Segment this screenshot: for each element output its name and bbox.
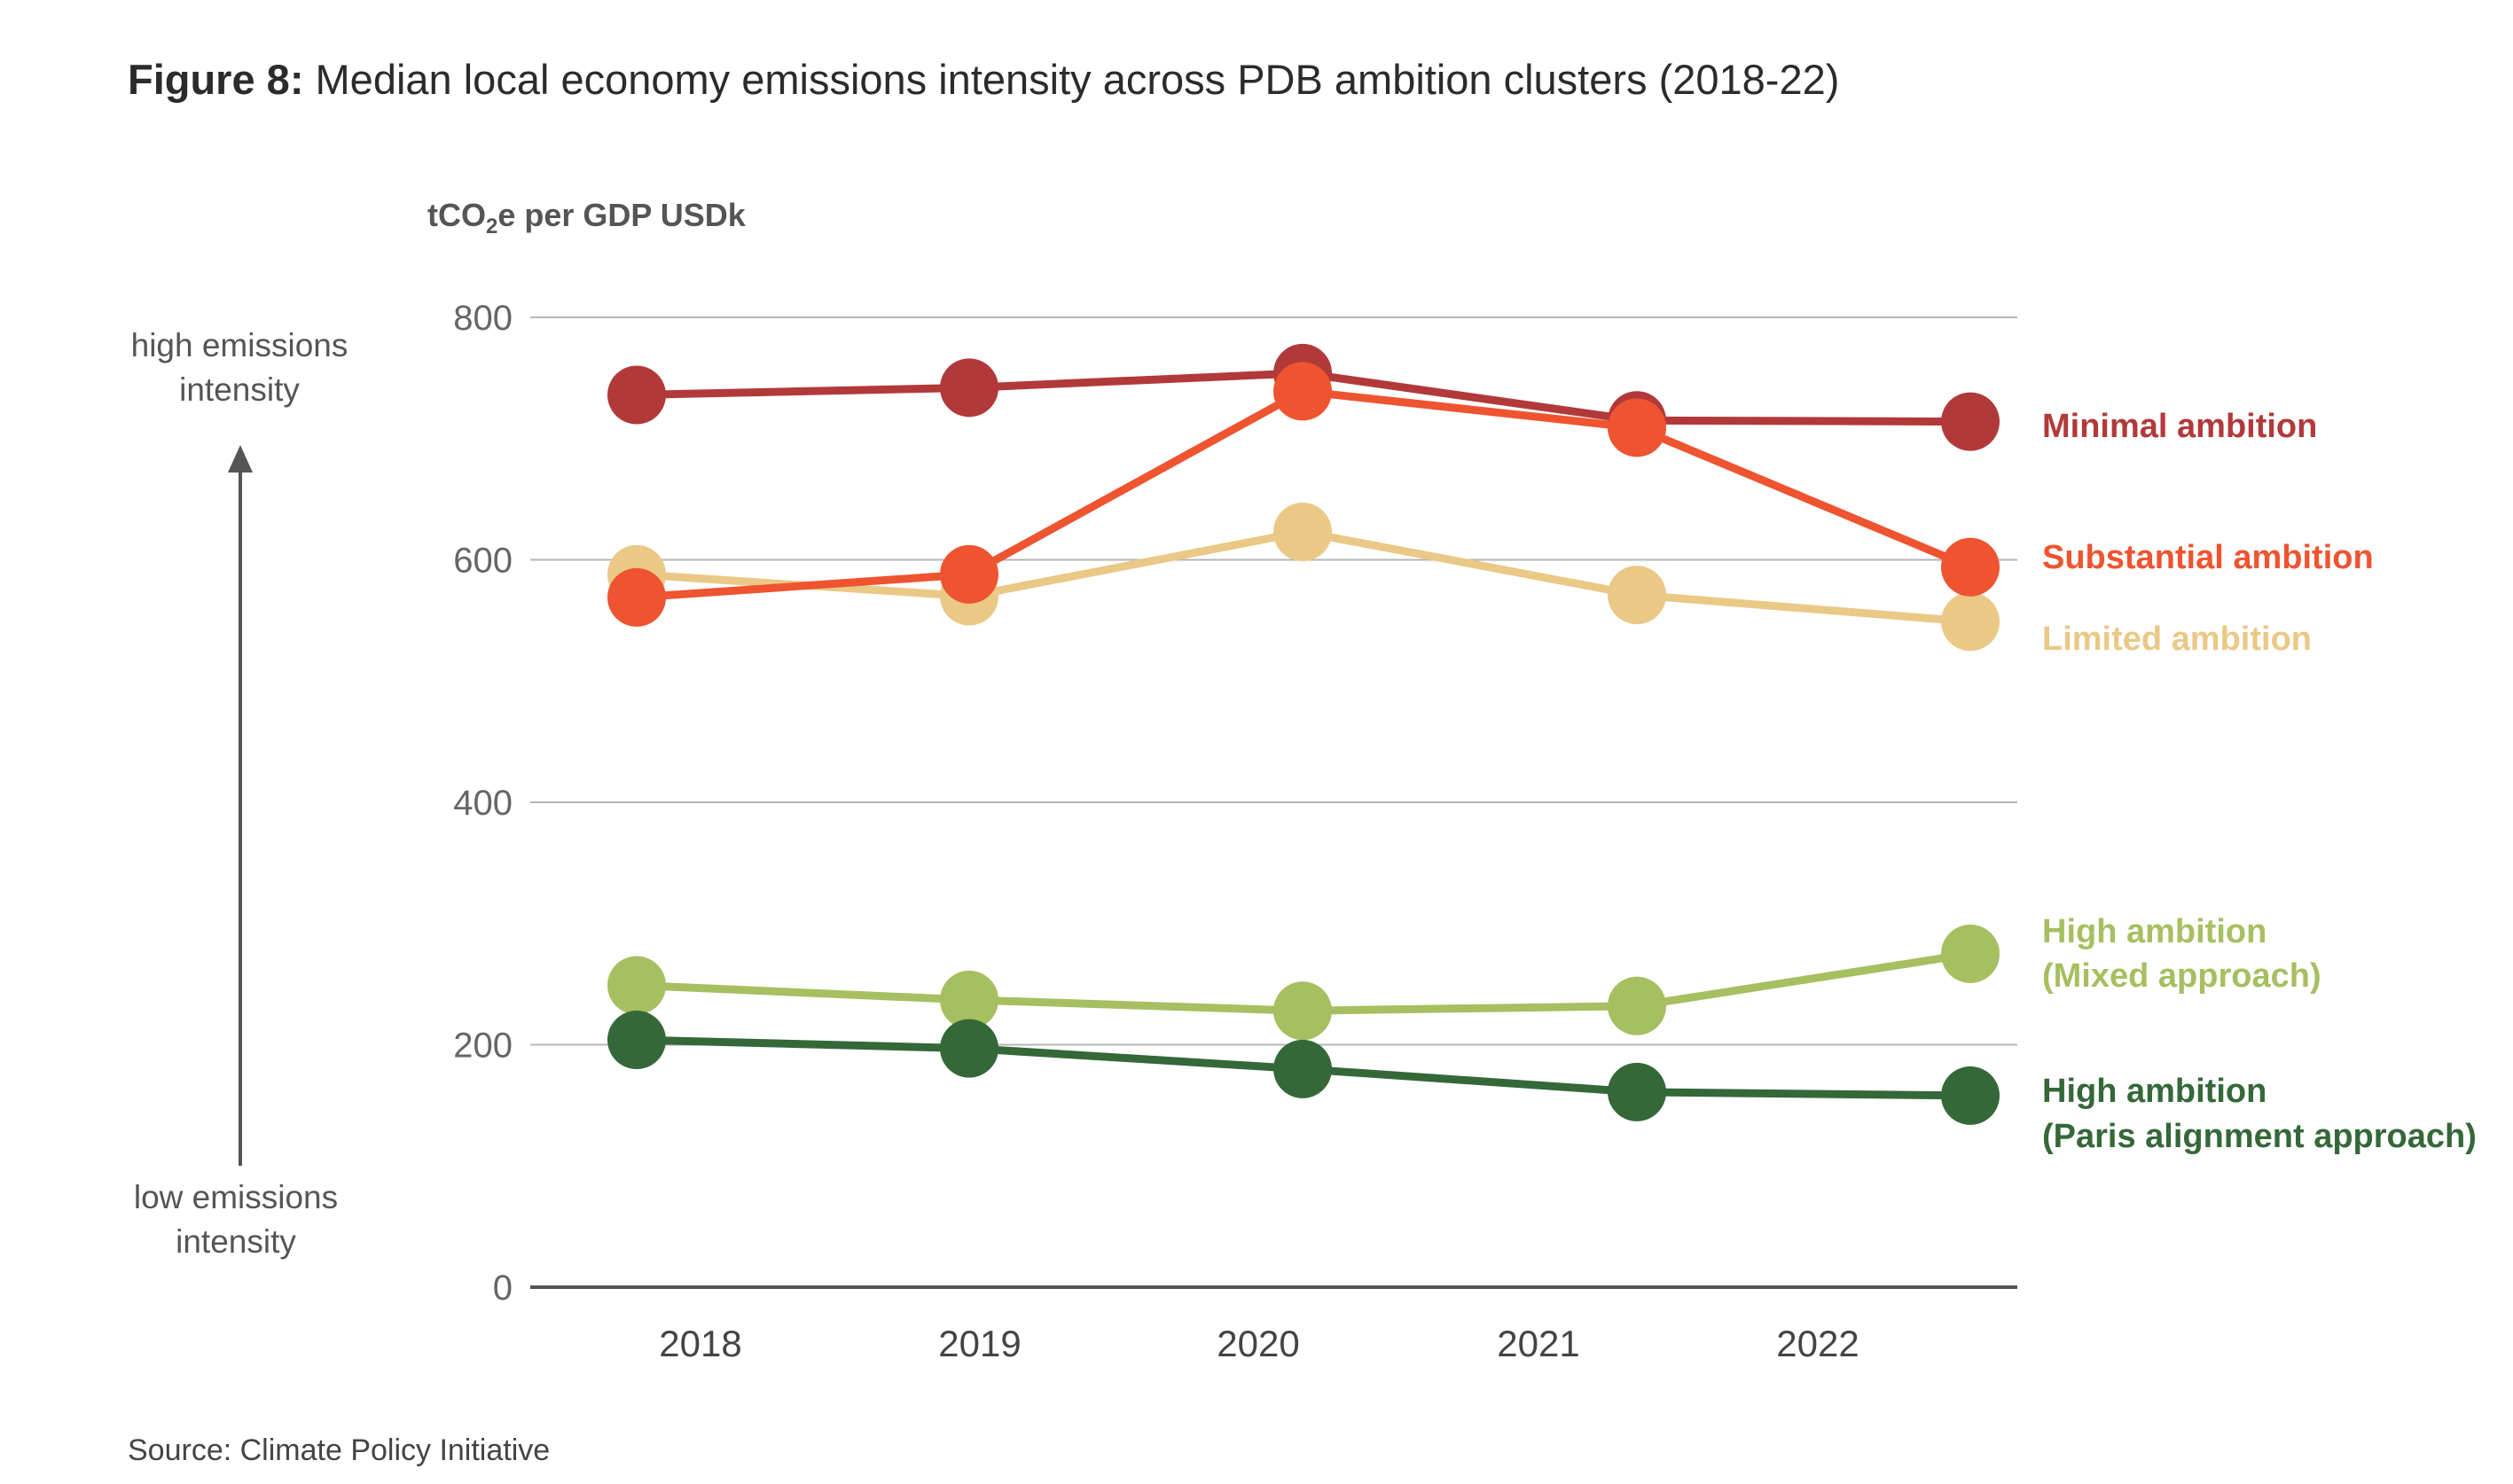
x-tick-label: 2020 — [1217, 1323, 1299, 1364]
x-tick-label: 2022 — [1776, 1323, 1859, 1364]
data-point — [607, 365, 666, 425]
intensity-arrow — [228, 445, 253, 1166]
grid — [530, 316, 2017, 1289]
data-point — [607, 956, 666, 1015]
data-point — [1941, 392, 2000, 451]
series-label: (Mixed approach) — [2042, 957, 2321, 995]
series-2 — [607, 503, 2000, 652]
data-point — [1941, 592, 2000, 652]
low-intensity-line-1: low emissions — [133, 1179, 339, 1215]
data-point — [1608, 1062, 1666, 1121]
series-layer — [607, 343, 2000, 1125]
data-point — [1273, 1039, 1332, 1098]
unit-subscript: 2 — [486, 215, 498, 238]
data-point — [1273, 503, 1332, 562]
series-3 — [607, 924, 2000, 1041]
data-point — [940, 358, 998, 418]
y-axis-unit: tCO2e per GDP USDk — [427, 197, 746, 239]
x-tick-label: 2018 — [659, 1323, 741, 1364]
low-intensity-label: low emissions intensity — [103, 1175, 369, 1264]
data-point — [1941, 537, 2000, 597]
unit-text-rest: e per GDP USDk — [497, 197, 746, 233]
unit-text: tCO — [427, 197, 486, 233]
data-point — [607, 567, 666, 627]
data-point — [1608, 398, 1666, 457]
data-point — [940, 970, 998, 1029]
high-intensity-line-1: high emissions — [130, 327, 348, 363]
series-label: High ambition — [2042, 1073, 2266, 1110]
y-tick-label: 0 — [493, 1269, 513, 1308]
y-tick-label: 600 — [453, 542, 513, 581]
y-tick-label: 400 — [453, 784, 513, 823]
x-tick-label: 2019 — [938, 1323, 1021, 1364]
data-point — [1273, 981, 1332, 1041]
low-intensity-line-2: intensity — [176, 1223, 296, 1260]
data-point — [1608, 566, 1666, 625]
series-label: High ambition — [2042, 913, 2266, 950]
figure-title-text: Median local economy emissions intensity… — [315, 56, 1840, 103]
y-tick-label: 200 — [453, 1027, 513, 1066]
data-point — [607, 1011, 666, 1070]
figure-number: Figure 8: — [128, 56, 304, 103]
high-intensity-line-2: intensity — [179, 371, 300, 408]
data-point — [940, 544, 998, 604]
series-label: Limited ambition — [2042, 621, 2312, 658]
series-labels: Minimal ambition Substantial ambition Limi… — [2042, 408, 2477, 1155]
series-4 — [607, 1011, 2000, 1125]
series-1 — [607, 362, 2000, 627]
series-label: (Paris alignment approach) — [2042, 1118, 2477, 1155]
y-tick-label: 800 — [453, 299, 513, 338]
axis-ticks: 0 200 400 600 800 2018 2019 2020 2021 2022 — [453, 299, 1859, 1364]
x-tick-label: 2021 — [1497, 1323, 1579, 1364]
data-point — [940, 1019, 998, 1078]
data-point — [1941, 1066, 2000, 1125]
source-note: Source: Climate Policy Initiative — [128, 1433, 551, 1467]
series-label: Substantial ambition — [2042, 539, 2374, 576]
data-point — [1273, 362, 1332, 421]
data-point — [1608, 976, 1666, 1035]
figure-title: Figure 8: Median local economy emissions… — [128, 55, 1839, 104]
series-label: Minimal ambition — [2042, 408, 2317, 445]
data-point — [1941, 924, 2000, 983]
high-intensity-label: high emissions intensity — [106, 324, 372, 412]
